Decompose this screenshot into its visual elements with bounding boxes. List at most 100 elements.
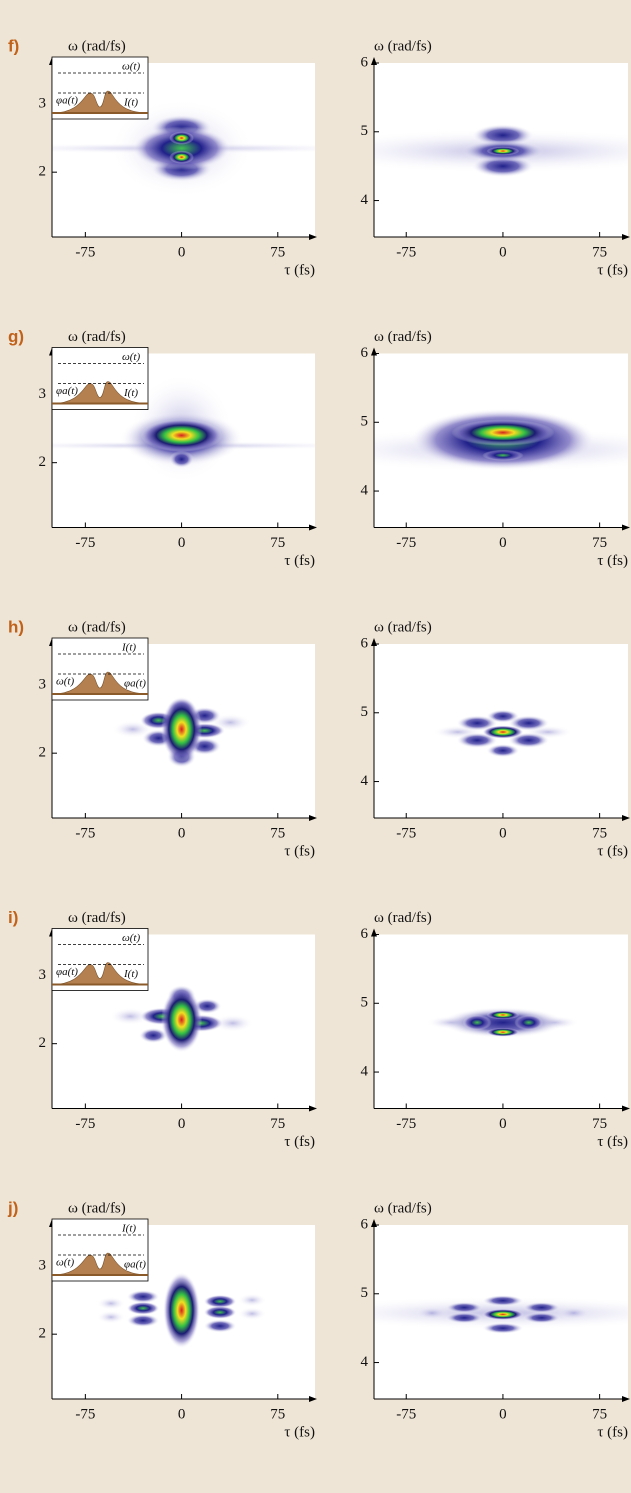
panel: -75 0 75 2 3 ω (rad/fs) τ (fs) g) ω(t) φa(t) I(t) <box>8 327 317 569</box>
spot <box>482 1308 524 1320</box>
spot <box>169 450 194 468</box>
spot <box>514 1014 544 1031</box>
x-tick-label: -75 <box>396 244 416 260</box>
spot <box>415 1306 449 1320</box>
inset-label: φa(t) <box>124 1259 146 1271</box>
spot <box>237 1293 267 1307</box>
inset-intensity <box>51 381 149 404</box>
x-tick-label: 75 <box>270 1406 285 1422</box>
spot <box>163 1272 201 1349</box>
x-tick-label: 0 <box>178 244 186 260</box>
x-tick-label: -75 <box>75 244 95 260</box>
x-tick-label: 0 <box>178 1116 186 1132</box>
x-tick-label: 0 <box>178 825 186 841</box>
inset: ω(t) φa(t) I(t) <box>51 928 149 991</box>
heatmap <box>52 373 315 484</box>
inset: ω(t) φa(t) I(t) <box>51 56 149 120</box>
x-tick-label: 0 <box>499 825 507 841</box>
spot <box>482 725 524 739</box>
x-axis-label: τ (fs) <box>597 553 628 569</box>
x-axis-label: τ (fs) <box>597 1134 628 1150</box>
spot <box>482 449 524 461</box>
x-tick-label: -75 <box>396 1116 416 1132</box>
spot <box>486 743 520 758</box>
inset-intensity <box>51 90 149 114</box>
spot <box>132 126 231 171</box>
y-tick-label: 4 <box>361 1354 369 1370</box>
inset-intensity <box>51 1252 149 1276</box>
x-tick-label: 75 <box>592 825 607 841</box>
heatmap <box>374 124 628 178</box>
x-tick-label: 0 <box>499 535 507 551</box>
spot <box>237 1307 267 1321</box>
spot <box>508 715 550 731</box>
spot <box>441 1007 565 1038</box>
inset-label: I(t) <box>121 1223 136 1235</box>
x-arrow <box>309 1105 317 1112</box>
x-axis-label: τ (fs) <box>284 262 315 278</box>
heatmap <box>109 984 254 1053</box>
y-tick-label: 3 <box>39 967 47 983</box>
x-arrow <box>309 815 317 821</box>
spot <box>140 419 223 452</box>
inset-label: ω(t) <box>56 676 74 688</box>
y-axis-label: ω (rad/fs) <box>68 910 126 926</box>
y-arrow <box>371 928 377 937</box>
spot <box>445 1302 483 1314</box>
panel: -75 0 75 4 5 6 ω (rad/fs) τ (fs) <box>361 38 630 278</box>
y-tick-label: 5 <box>361 704 369 720</box>
heatmap <box>96 1272 267 1349</box>
y-tick-label: 5 <box>361 995 369 1011</box>
x-tick-label: -75 <box>75 1116 95 1132</box>
y-arrow <box>371 638 377 646</box>
x-arrow <box>622 234 630 240</box>
x-axis-label: τ (fs) <box>284 843 315 859</box>
spot <box>462 1014 492 1031</box>
spot <box>203 1305 237 1319</box>
y-axis-label: ω (rad/fs) <box>374 1200 432 1216</box>
y-tick-label: 6 <box>361 1216 369 1232</box>
x-arrow <box>622 815 630 821</box>
y-tick-label: 5 <box>361 1285 369 1301</box>
x-tick-label: 75 <box>592 1406 607 1422</box>
y-arrow <box>371 1219 377 1227</box>
spot <box>456 732 498 748</box>
y-axis-label: ω (rad/fs) <box>374 329 432 345</box>
spot <box>486 146 520 156</box>
x-axis-label: τ (fs) <box>284 553 315 569</box>
spot <box>161 987 203 1053</box>
inset-label: ω(t) <box>122 61 140 73</box>
y-tick-label: 2 <box>39 745 47 761</box>
panel-label: g) <box>8 327 24 346</box>
spot <box>126 1301 160 1315</box>
panel: -75 0 75 2 3 ω (rad/fs) τ (fs) j) I(t) ω(t) φa(t) <box>7 1198 317 1440</box>
spot <box>557 1306 591 1320</box>
x-arrow <box>309 234 317 240</box>
x-tick-label: 75 <box>270 244 285 260</box>
x-tick-label: -75 <box>396 825 416 841</box>
x-tick-label: 75 <box>592 244 607 260</box>
x-tick-label: 0 <box>499 1116 507 1132</box>
x-tick-label: 75 <box>270 825 285 841</box>
x-axis-label: τ (fs) <box>284 1134 315 1150</box>
x-axis-label: τ (fs) <box>597 843 628 859</box>
x-axis-label: τ (fs) <box>597 262 628 278</box>
panel: -75 0 75 4 5 6 ω (rad/fs) τ (fs) <box>361 619 630 859</box>
spot <box>471 124 534 147</box>
spot <box>508 732 550 748</box>
x-arrow <box>309 1396 317 1402</box>
y-tick-label: 4 <box>361 482 369 498</box>
heatmap <box>426 1007 580 1038</box>
panel-label: h) <box>8 617 24 636</box>
x-axis-label: τ (fs) <box>597 1424 628 1440</box>
inset-label: φa(t) <box>56 95 78 107</box>
inset: I(t) ω(t) φa(t) <box>51 1218 149 1282</box>
y-tick-label: 3 <box>39 95 47 111</box>
y-axis-label: ω (rad/fs) <box>374 619 432 635</box>
inset-label: I(t) <box>121 642 136 654</box>
x-arrow <box>309 524 317 531</box>
x-tick-label: 0 <box>499 244 507 260</box>
panel: -75 0 75 2 3 ω (rad/fs) τ (fs) i) ω(t) φa(t) I(t) <box>8 908 317 1150</box>
spot <box>486 1010 520 1020</box>
